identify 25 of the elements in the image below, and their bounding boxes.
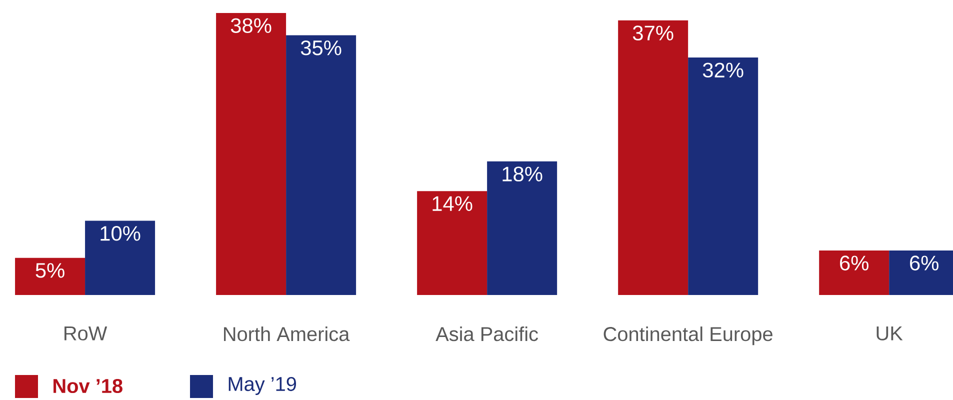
bar <box>15 258 86 295</box>
x-tick-label: North America <box>224 326 350 342</box>
data-label: 18% <box>502 166 542 182</box>
bar <box>487 161 558 295</box>
data-label: 38% <box>230 18 272 34</box>
data-label: 14% <box>432 196 472 211</box>
bar <box>286 35 356 295</box>
x-tick-label: UK <box>876 326 903 340</box>
data-label: 6% <box>840 256 868 270</box>
bar <box>417 191 488 295</box>
data-label: 37% <box>632 26 674 40</box>
legend-label: May ’19 <box>228 376 296 396</box>
data-label: 5% <box>36 263 64 278</box>
data-label: 35% <box>300 40 342 56</box>
bar <box>688 58 758 295</box>
data-label: 32% <box>702 62 744 78</box>
bar <box>216 12 286 295</box>
data-label: 6% <box>910 256 938 270</box>
legend-label: Nov ’18 <box>54 378 122 394</box>
bar <box>618 20 688 295</box>
bar <box>85 220 156 295</box>
x-tick-label: Continental Europe <box>604 326 772 346</box>
data-label: 10% <box>100 226 140 241</box>
x-tick-label: RoW <box>64 326 108 340</box>
x-tick-label: Asia Pacific <box>436 326 538 342</box>
